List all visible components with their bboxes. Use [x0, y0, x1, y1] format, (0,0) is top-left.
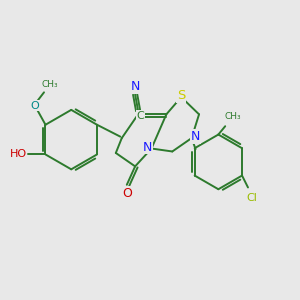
Text: CH₃: CH₃ — [225, 112, 242, 121]
Text: S: S — [177, 89, 185, 102]
Text: N: N — [190, 130, 200, 143]
Text: N: N — [143, 140, 153, 154]
Text: O: O — [31, 101, 40, 111]
Text: HO: HO — [10, 149, 27, 160]
Text: Cl: Cl — [246, 194, 257, 203]
Text: O: O — [122, 187, 132, 200]
Text: CH₃: CH₃ — [42, 80, 58, 89]
Text: C: C — [136, 111, 144, 121]
Text: N: N — [130, 80, 140, 94]
